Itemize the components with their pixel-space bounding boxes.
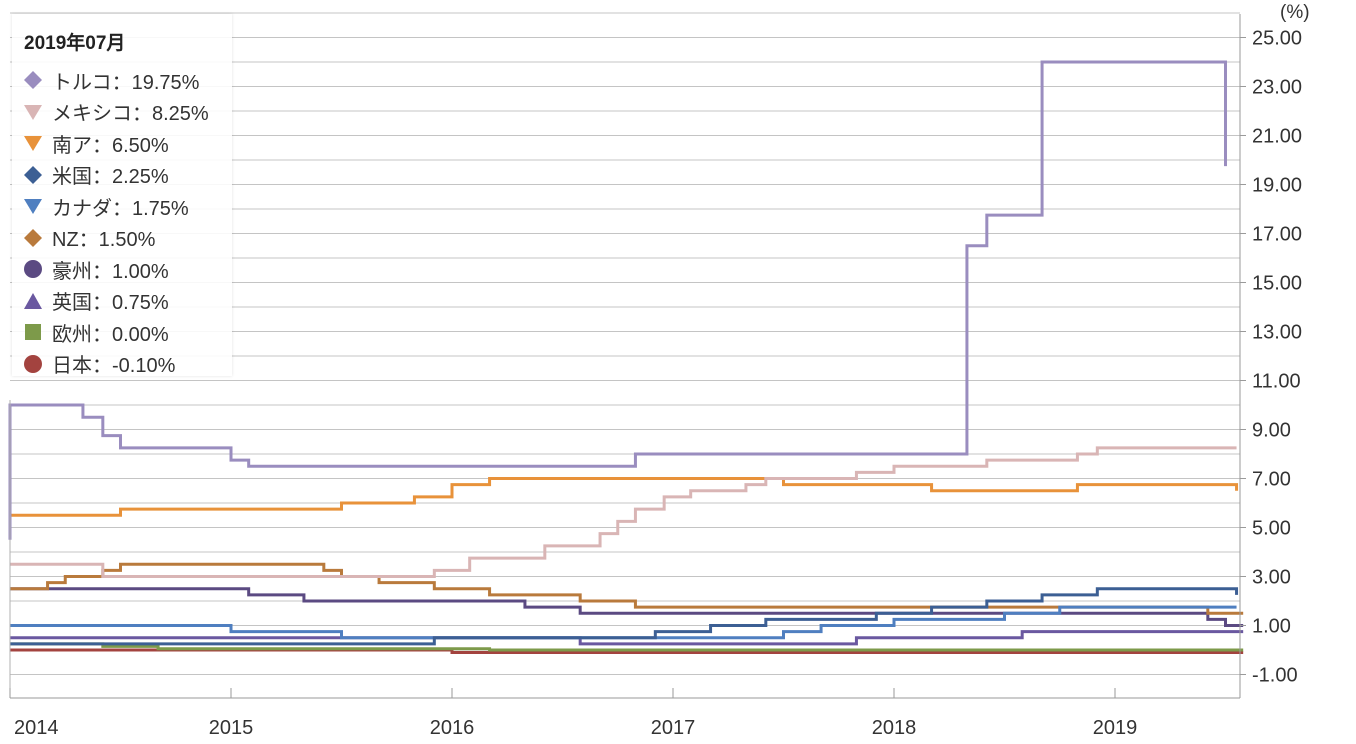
legend-item: 日本：-0.10% [22,350,175,378]
x-tick-label: 2017 [651,717,696,739]
legend-title: 2019年07月 [24,33,126,54]
legend-marker-shape [24,71,42,89]
legend-item: 英国：0.75% [22,287,169,315]
legend-marker-icon [24,292,42,309]
series-line [8,60,1227,540]
legend-marker-shape [24,199,42,214]
y-tick-label: 25.00 [1252,28,1302,50]
x-tick-label: 2014 [14,717,59,739]
legend-marker-shape [24,260,42,278]
y-tick-label: 3.00 [1252,567,1291,589]
x-tick-label: 2015 [209,717,254,739]
legend-item: 豪州：1.00% [22,255,169,283]
series-line [10,446,1237,578]
legend-marker-shape [24,104,42,120]
legend-label: 日本：-0.10% [52,355,176,377]
y-tick-label: 1.00 [1252,616,1291,638]
legend-marker-icon [24,228,42,247]
grid-lines [10,12,1240,675]
legend-label: 米国：2.25% [52,166,169,188]
legend-marker-shape [24,354,42,373]
legend-label: トルコ：19.75% [52,71,200,94]
legend-marker-icon [24,260,42,278]
x-tick-label: 2018 [872,717,917,739]
legend-label: 欧州：0.00% [52,323,169,346]
legend-item: 欧州：0.00% [22,318,169,346]
legend-item: トルコ：19.75% [22,66,199,94]
x-tick-label: 2019 [1093,717,1138,739]
legend-item: カナダ：1.75% [22,192,189,220]
legend-marker-shape [25,324,41,340]
y-tick-label: 17.00 [1252,224,1302,246]
series-line [10,587,1244,627]
legend-item: 南ア：6.50% [22,129,169,157]
legend: 2019年07月 トルコ：19.75% メキシコ：8.25% 南ア：6.50% 米国：… [12,14,232,378]
legend-marker-icon [24,71,42,89]
legend-marker-shape [24,292,42,309]
y-unit-label: (%) [1280,2,1310,23]
legend-label: NZ：1.50% [52,229,156,251]
y-tick-label: 11.00 [1252,371,1301,393]
legend-label: 南ア：6.50% [52,134,169,157]
legend-marker-shape [24,165,42,184]
series-line [10,605,1237,640]
legend-marker-icon [25,324,41,340]
y-tick-label: 7.00 [1252,469,1291,491]
legend-marker-icon [24,354,42,373]
legend-marker-shape [24,228,42,247]
series-lines [8,60,1244,654]
legend-label: カナダ：1.75% [52,197,189,220]
legend-marker-icon [24,199,42,214]
legend-label: メキシコ：8.25% [52,103,209,125]
y-tick-label: 21.00 [1252,126,1302,148]
y-tick-labels: 25.00 23.00 21.00 19.00 17.00 15.00 13.00 11.00… [1240,28,1302,687]
series-line [10,587,1239,646]
y-tick-label: -1.00 [1252,665,1298,687]
y-tick-label: 23.00 [1252,77,1302,99]
axes [9,14,1241,699]
legend-item: メキシコ：8.25% [22,98,209,126]
legend-marker-icon [24,136,42,151]
legend-label: 英国：0.75% [52,292,169,314]
legend-item: NZ：1.50% [22,224,155,252]
y-tick-label: 13.00 [1252,322,1302,344]
y-tick-label: 15.00 [1252,273,1302,295]
series-line [10,477,1239,517]
legend-item: 米国：2.25% [22,161,169,189]
legend-label: 豪州：1.00% [52,260,169,283]
y-tick-label: 5.00 [1252,518,1291,540]
legend-marker-icon [24,165,42,184]
x-tick-label: 2016 [430,717,475,739]
legend-marker-icon [24,104,42,120]
legend-marker-shape [24,136,42,151]
y-tick-label: 19.00 [1252,175,1302,197]
y-tick-label: 9.00 [1252,420,1291,442]
x-tick-labels: 2014 2015 2016 2017 2018 2019 [9,688,1138,739]
